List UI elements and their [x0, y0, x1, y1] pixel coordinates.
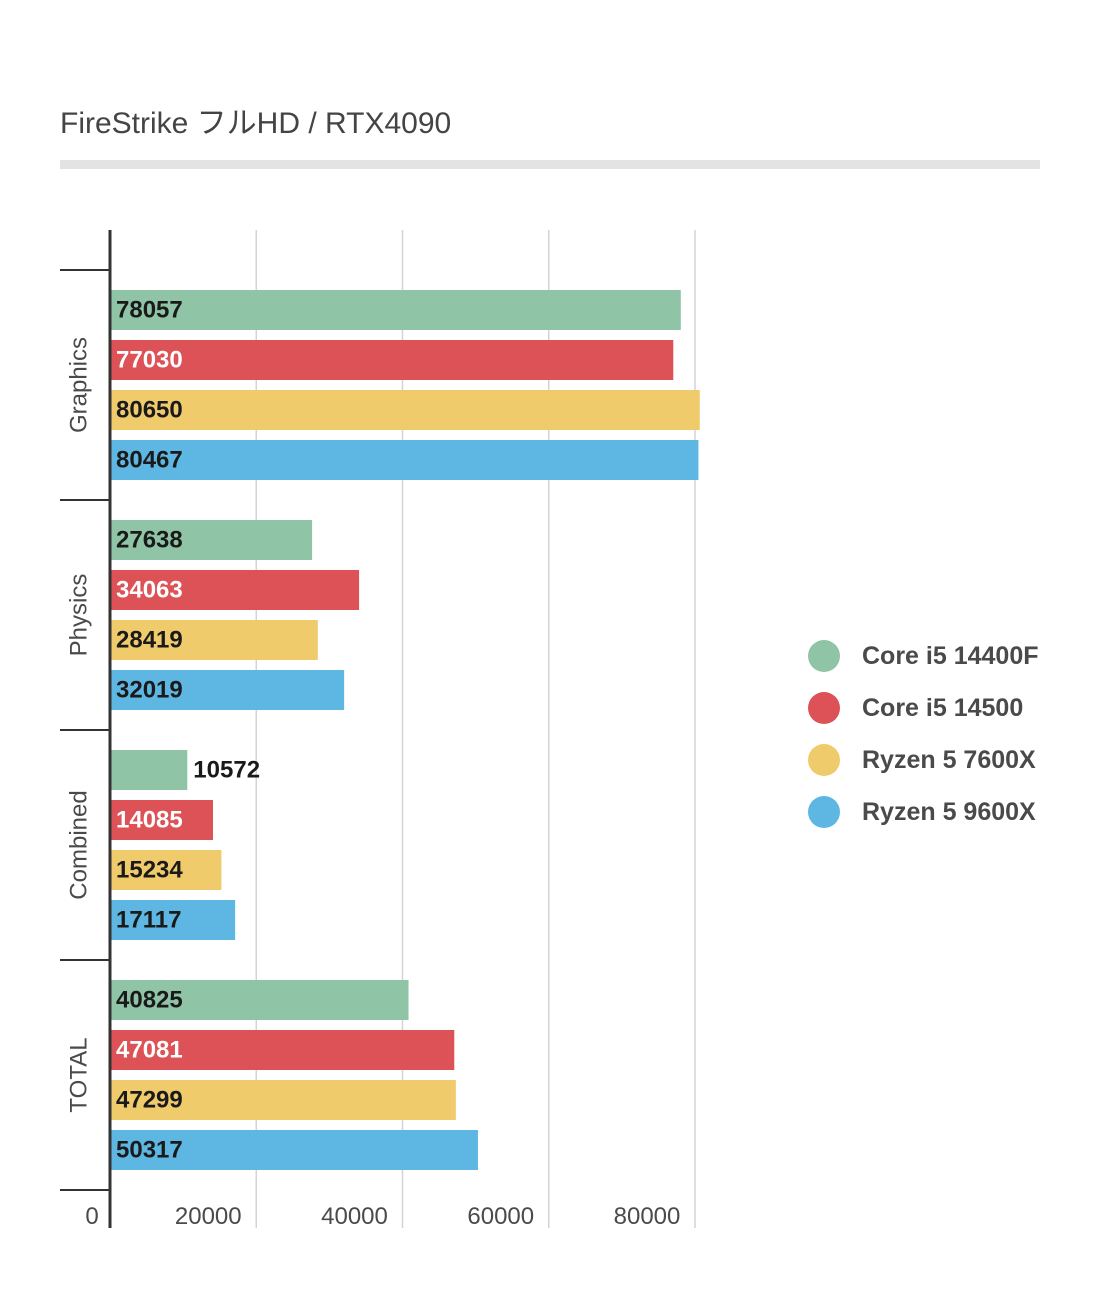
bar — [110, 900, 236, 940]
bar-value-label: 77030 — [116, 346, 183, 373]
bar — [110, 1130, 478, 1170]
bar-value-label: 47081 — [116, 1036, 183, 1063]
legend-swatch — [808, 640, 840, 672]
bar — [110, 290, 681, 330]
title-divider — [60, 160, 1040, 169]
bar-value-label: 14085 — [116, 806, 183, 833]
x-tick-label: 60000 — [467, 1203, 534, 1230]
bar-value-label: 28419 — [116, 626, 183, 653]
category-label: Graphics — [65, 337, 92, 433]
bar-value-label: 47299 — [116, 1086, 183, 1113]
bar-value-label: 80650 — [116, 396, 183, 423]
bar-value-label: 40825 — [116, 986, 183, 1013]
bar — [110, 340, 674, 380]
bar-value-label: 15234 — [116, 856, 183, 883]
legend-label: Core i5 14400F — [862, 641, 1039, 670]
legend-item: Ryzen 5 7600X — [808, 734, 1039, 786]
bar — [110, 570, 360, 610]
category-label: TOTAL — [65, 1037, 92, 1112]
bar — [110, 1080, 456, 1120]
bar-value-label: 27638 — [116, 526, 183, 553]
legend-swatch — [808, 692, 840, 724]
legend-swatch — [808, 744, 840, 776]
bar — [110, 390, 700, 430]
bar — [110, 1030, 455, 1070]
bar — [110, 670, 345, 710]
category-label: Physics — [65, 574, 92, 657]
bar — [110, 520, 313, 560]
legend-item: Core i5 14400F — [808, 630, 1039, 682]
legend-item: Ryzen 5 9600X — [808, 786, 1039, 838]
chart-title: FireStrike フルHD / RTX4090 — [60, 107, 452, 140]
bar-value-label: 80467 — [116, 446, 183, 473]
bar-value-label: 10572 — [193, 756, 260, 783]
legend-label: Core i5 14500 — [862, 693, 1024, 722]
bar-value-label: 50317 — [116, 1136, 183, 1163]
bar-value-label: 78057 — [116, 296, 183, 323]
x-tick-label: 40000 — [321, 1203, 388, 1230]
bar-value-label: 17117 — [116, 906, 181, 933]
legend-label: Ryzen 5 7600X — [862, 745, 1036, 774]
legend-swatch — [808, 796, 840, 828]
bar-value-label: 34063 — [116, 576, 183, 603]
legend-item: Core i5 14500 — [808, 682, 1039, 734]
legend-label: Ryzen 5 9600X — [862, 797, 1036, 826]
x-tick-label: 20000 — [175, 1203, 242, 1230]
bar — [110, 800, 213, 840]
chart-legend: Core i5 14400F Core i5 14500 Ryzen 5 760… — [808, 630, 1039, 838]
bar — [110, 980, 409, 1020]
bar — [110, 750, 188, 790]
category-label: Combined — [65, 790, 92, 899]
bar-value-label: 32019 — [116, 676, 183, 703]
x-tick-label: 80000 — [614, 1203, 681, 1230]
bar — [110, 850, 222, 890]
bar — [110, 620, 318, 660]
x-tick-label: 0 — [85, 1203, 98, 1230]
bar — [110, 440, 699, 480]
